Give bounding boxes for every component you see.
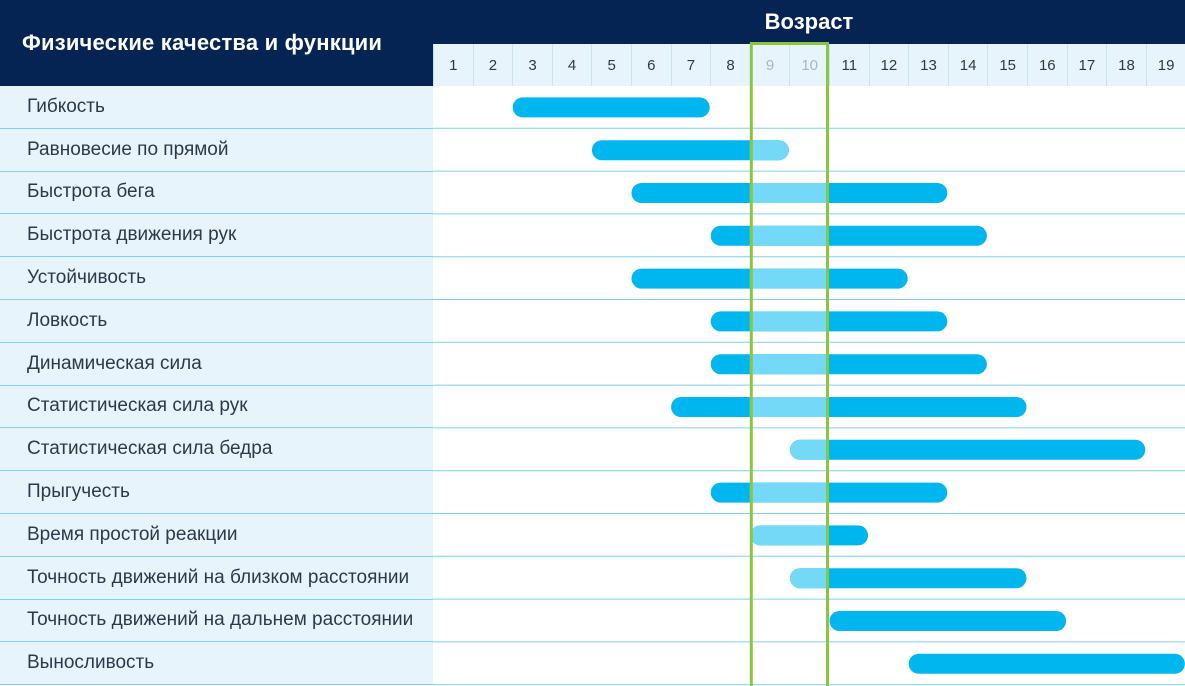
- age-tick-label: 9: [749, 44, 790, 86]
- age-tick-label: 12: [868, 44, 909, 86]
- row-label: Быстрота движения рук: [0, 214, 433, 258]
- highlight-age-window: [749, 42, 829, 686]
- age-tick-label: 17: [1066, 44, 1107, 86]
- range-bar-highlight: [789, 439, 829, 460]
- range-bar-highlight: [789, 568, 829, 589]
- row-label: Время простой реакции: [0, 514, 433, 557]
- range-bar: [512, 97, 710, 118]
- age-header: Возраст: [433, 0, 1185, 44]
- age-tick-label: 6: [631, 44, 671, 86]
- age-tick-label: 10: [789, 44, 829, 86]
- row-label: Статистическая сила бедра: [0, 428, 433, 472]
- row-label: Точность движений на близком расстоянии: [0, 556, 433, 600]
- row-label: Быстрота бега: [0, 171, 433, 215]
- range-bar-highlight: [749, 183, 829, 203]
- age-tick-label: 13: [908, 44, 948, 86]
- row-label: Прыгучесть: [0, 471, 433, 514]
- range-bar-highlight: [749, 397, 829, 417]
- range-bar: [710, 354, 987, 375]
- age-tick-label: 15: [987, 44, 1027, 86]
- age-tick-label: 2: [472, 44, 513, 86]
- row-label: Равновесие по прямой: [0, 128, 433, 172]
- row-label: Устойчивость: [0, 257, 433, 300]
- range-bar: [750, 525, 869, 546]
- range-bar: [671, 397, 1027, 417]
- range-bar: [710, 311, 948, 332]
- row-label: Гибкость: [0, 86, 433, 129]
- range-bar-highlight: [750, 525, 829, 546]
- age-tick-label: 7: [670, 44, 711, 86]
- range-bar: [591, 140, 789, 161]
- range-bar: [908, 653, 1185, 674]
- range-bar-highlight: [749, 225, 829, 246]
- row-label: Динамическая сила: [0, 342, 433, 386]
- range-bar: [631, 183, 948, 203]
- age-tick-label: 5: [591, 44, 631, 86]
- age-tick-label: 1: [433, 44, 473, 86]
- range-bar: [710, 482, 948, 503]
- range-bar-highlight: [749, 140, 789, 161]
- age-tick-label: 19: [1145, 44, 1185, 86]
- age-tick-label: 14: [947, 44, 988, 86]
- range-bar-highlight: [749, 268, 829, 289]
- age-tick-label: 4: [551, 44, 592, 86]
- range-bar: [789, 568, 1027, 589]
- qualities-header: Физические качества и функции: [0, 0, 433, 86]
- row-label: Ловкость: [0, 300, 433, 343]
- row-label: Статистическая сила рук: [0, 385, 433, 429]
- age-tick-label: 18: [1106, 44, 1146, 86]
- range-bar: [710, 225, 987, 246]
- age-tick-label: 3: [512, 44, 552, 86]
- range-bar: [631, 268, 908, 289]
- row-label: Точность движений на дальнем расстоянии: [0, 599, 433, 643]
- range-bar: [829, 611, 1067, 631]
- range-bar-highlight: [749, 354, 829, 375]
- row-label: Выносливость: [0, 642, 433, 686]
- age-tick-label: 16: [1027, 44, 1067, 86]
- age-tick-label: 11: [829, 44, 869, 86]
- age-tick-label: 8: [710, 44, 750, 86]
- range-bar: [789, 439, 1146, 460]
- range-bar-highlight: [749, 482, 829, 503]
- quality-labels-column: Физические качества и функции Гибкость Ра…: [0, 0, 433, 686]
- range-bar-highlight: [749, 311, 829, 332]
